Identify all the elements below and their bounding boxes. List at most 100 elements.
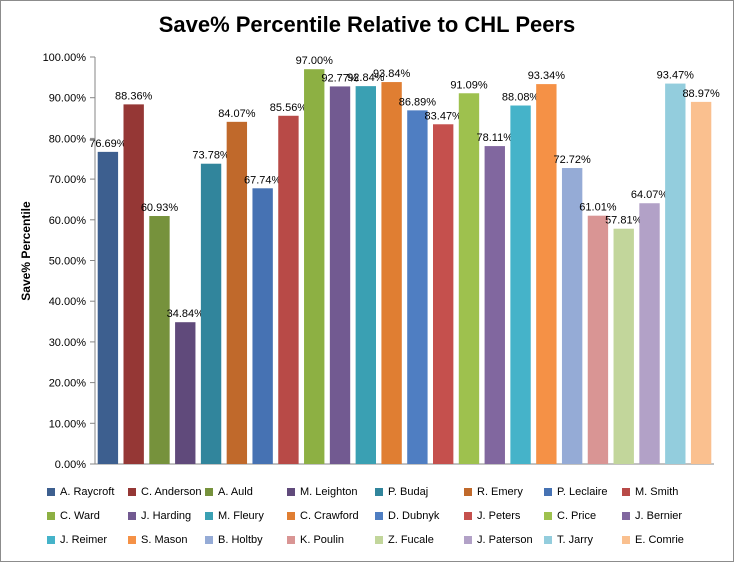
bar: [536, 84, 557, 464]
legend-label: E. Comrie: [635, 534, 684, 546]
legend-item: J. Reimer: [47, 534, 107, 546]
legend-label: Z. Fucale: [388, 534, 434, 546]
bar: [381, 82, 402, 464]
legend-label: A. Raycroft: [60, 486, 115, 498]
legend-swatch: [464, 488, 472, 496]
bar: [355, 86, 377, 464]
bar: [200, 163, 222, 464]
data-label: 93.84%: [373, 68, 411, 80]
legend-item: P. Budaj: [375, 486, 428, 498]
legend-swatch: [622, 536, 630, 544]
legend-item: J. Paterson: [464, 534, 533, 546]
legend-item: C. Anderson: [128, 486, 202, 498]
legend-label: B. Holtby: [218, 534, 263, 546]
bar: [329, 86, 351, 465]
legend-swatch: [205, 488, 213, 496]
bar: [123, 104, 144, 464]
y-tick-label: 30.00%: [49, 337, 87, 349]
data-label: 60.93%: [141, 202, 179, 214]
legend-swatch: [205, 512, 213, 520]
data-label: 88.97%: [682, 88, 720, 100]
legend-item: A. Raycroft: [47, 486, 114, 498]
y-tick-label: 100.00%: [43, 52, 87, 64]
data-label: 83.47%: [425, 110, 463, 122]
legend-swatch: [287, 512, 295, 520]
legend-swatch: [287, 536, 295, 544]
legend-label: M. Smith: [635, 486, 679, 498]
legend-label: M. Fleury: [218, 510, 264, 522]
legend-swatch: [622, 512, 630, 520]
y-tick-label: 90.00%: [49, 93, 87, 105]
bar: [252, 188, 273, 464]
legend-label: A. Auld: [218, 486, 253, 498]
legend-item: M. Leighton: [287, 486, 357, 498]
bar: [278, 115, 299, 464]
legend-item: S. Mason: [128, 534, 187, 546]
legend-label: S. Mason: [141, 534, 188, 546]
legend-item: E. Comrie: [622, 534, 684, 546]
bar: [561, 168, 583, 464]
y-tick-label: 20.00%: [49, 378, 87, 390]
legend-swatch: [47, 488, 55, 496]
bar: [665, 83, 686, 465]
legend-label: C. Price: [557, 510, 597, 522]
legend-item: C. Price: [544, 510, 596, 522]
legend-swatch: [128, 536, 136, 544]
bar: [587, 215, 609, 464]
legend-swatch: [544, 536, 552, 544]
legend-label: T. Jarry: [557, 534, 594, 546]
bar: [175, 322, 196, 464]
data-label: 85.56%: [270, 102, 308, 114]
legend-label: J. Peters: [477, 510, 521, 522]
bar: [613, 228, 634, 464]
legend-item: Z. Fucale: [375, 534, 434, 546]
bar: [149, 216, 170, 464]
legend-item: B. Holtby: [205, 534, 263, 546]
legend-swatch: [128, 512, 136, 520]
plot-area: 0.00% 10.00% 20.00% 30.00% 40.00% 50.00% 60.00…: [43, 52, 720, 471]
data-label: 78.11%: [477, 132, 514, 144]
data-label: 86.89%: [399, 96, 437, 108]
legend-swatch: [544, 488, 552, 496]
data-label: 88.08%: [502, 92, 540, 104]
legend-item: K. Poulin: [287, 534, 344, 546]
legend-label: C. Crawford: [300, 510, 359, 522]
data-label: 61.01%: [579, 202, 617, 214]
legend-item: C. Crawford: [287, 510, 359, 522]
legend-swatch: [287, 488, 295, 496]
y-tick-label: 40.00%: [49, 296, 87, 308]
data-label: 93.47%: [657, 70, 695, 82]
bar: [407, 110, 428, 464]
legend-swatch: [464, 512, 472, 520]
data-label: 67.74%: [244, 174, 282, 186]
legend-label: J. Reimer: [60, 534, 108, 546]
y-tick-label: 60.00%: [49, 215, 87, 227]
legend-swatch: [464, 536, 472, 544]
legend-label: D. Dubnyk: [388, 510, 440, 522]
data-label: 91.09%: [450, 79, 488, 91]
bar: [510, 105, 531, 464]
legend-swatch: [375, 536, 383, 544]
legend-item: J. Harding: [128, 510, 191, 522]
data-label: 76.69%: [89, 138, 127, 150]
data-label: 57.81%: [605, 215, 643, 227]
bar: [304, 69, 325, 465]
legend-item: A. Auld: [205, 486, 253, 498]
legend-label: R. Emery: [477, 486, 523, 498]
legend-label: J. Bernier: [635, 510, 683, 522]
data-label: 88.36%: [115, 90, 153, 102]
data-label: 73.78%: [192, 150, 230, 162]
y-tick-label: 70.00%: [49, 174, 87, 186]
legend-label: M. Leighton: [300, 486, 358, 498]
data-label: 92.84%: [347, 72, 385, 84]
legend-item: M. Smith: [622, 486, 678, 498]
legend-label: K. Poulin: [300, 534, 345, 546]
legend-swatch: [375, 488, 383, 496]
legend-swatch: [47, 512, 55, 520]
data-label: 72.72%: [553, 154, 591, 166]
legend-label: P. Budaj: [388, 486, 429, 498]
legend-item: M. Fleury: [205, 510, 264, 522]
data-label: 93.34%: [528, 70, 566, 82]
data-label: 34.84%: [167, 308, 205, 320]
legend-item: T. Jarry: [544, 534, 593, 546]
